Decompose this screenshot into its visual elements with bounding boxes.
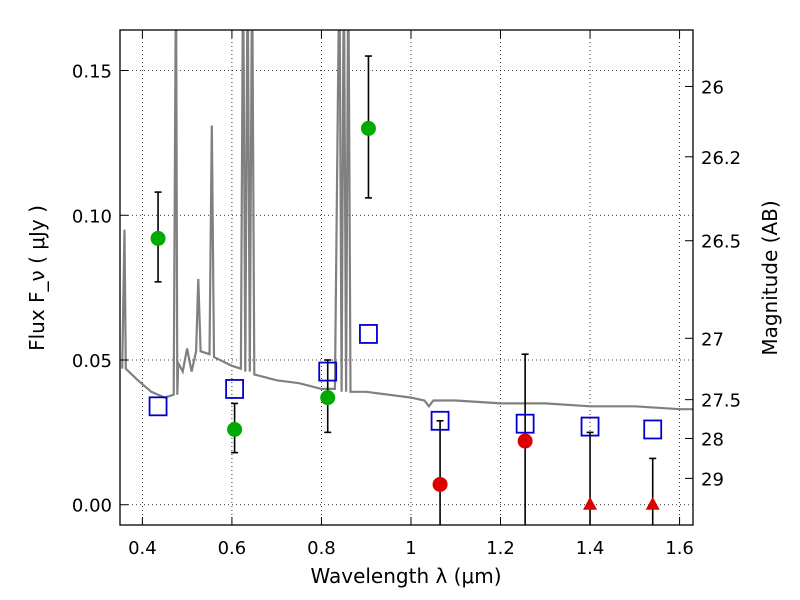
model-square-marker xyxy=(148,396,168,417)
axis-ticks xyxy=(120,30,693,525)
sed-model-line xyxy=(121,30,693,411)
model-square-marker xyxy=(359,324,378,344)
y-axis-title: Flux F_ν ( μJy ) xyxy=(25,205,49,351)
upper-limit-marker xyxy=(645,496,660,510)
data-markers xyxy=(148,120,663,510)
right-tick-label: 27.5 xyxy=(701,391,741,412)
non-detection-marker xyxy=(517,433,533,449)
right-tick-label: 26.2 xyxy=(701,148,741,169)
grid-lines xyxy=(120,30,693,525)
x-tick-label: 1.6 xyxy=(665,538,694,559)
x-tick-label: 0.8 xyxy=(307,538,336,559)
error-bars xyxy=(154,55,657,525)
x-tick-label: 0.4 xyxy=(128,538,157,559)
right-tick-label: 26 xyxy=(701,77,724,98)
upper-limit-marker xyxy=(583,496,598,510)
model-square-marker xyxy=(643,419,663,440)
y-axis-right-title: Magnitude (AB) xyxy=(758,200,782,355)
model-square-marker xyxy=(515,413,535,434)
y-tick-label: 0.15 xyxy=(72,62,112,83)
x-tick-label: 1.2 xyxy=(486,538,515,559)
right-tick-label: 26.5 xyxy=(701,232,741,253)
model-square-marker xyxy=(430,410,450,431)
x-axis-title: Wavelength λ (μm) xyxy=(310,564,501,588)
plot-data-area xyxy=(121,30,693,525)
non-detection-marker xyxy=(432,476,448,492)
x-tick-label: 1 xyxy=(405,538,416,559)
x-tick-label: 1.4 xyxy=(576,538,605,559)
model-square-marker xyxy=(318,361,338,382)
y-tick-label: 0.00 xyxy=(72,496,112,517)
model-square-marker xyxy=(580,416,600,437)
x-tick-label: 0.6 xyxy=(218,538,247,559)
tick-labels: 0.4 0.6 0.8 1 1.2 1.4 1.6 0.00 0.05 0.10 0.15 26 26.… xyxy=(72,62,741,559)
detection-marker xyxy=(150,230,166,246)
detection-marker xyxy=(360,120,376,136)
model-square-marker xyxy=(225,379,245,399)
right-tick-label: 28 xyxy=(701,429,724,450)
plot-frame xyxy=(119,29,694,526)
y-tick-label: 0.10 xyxy=(72,206,112,227)
right-tick-label: 29 xyxy=(701,469,724,490)
detection-marker xyxy=(320,390,336,406)
y-tick-label: 0.05 xyxy=(72,351,112,372)
right-tick-label: 27 xyxy=(701,329,724,350)
detection-marker xyxy=(227,421,243,437)
